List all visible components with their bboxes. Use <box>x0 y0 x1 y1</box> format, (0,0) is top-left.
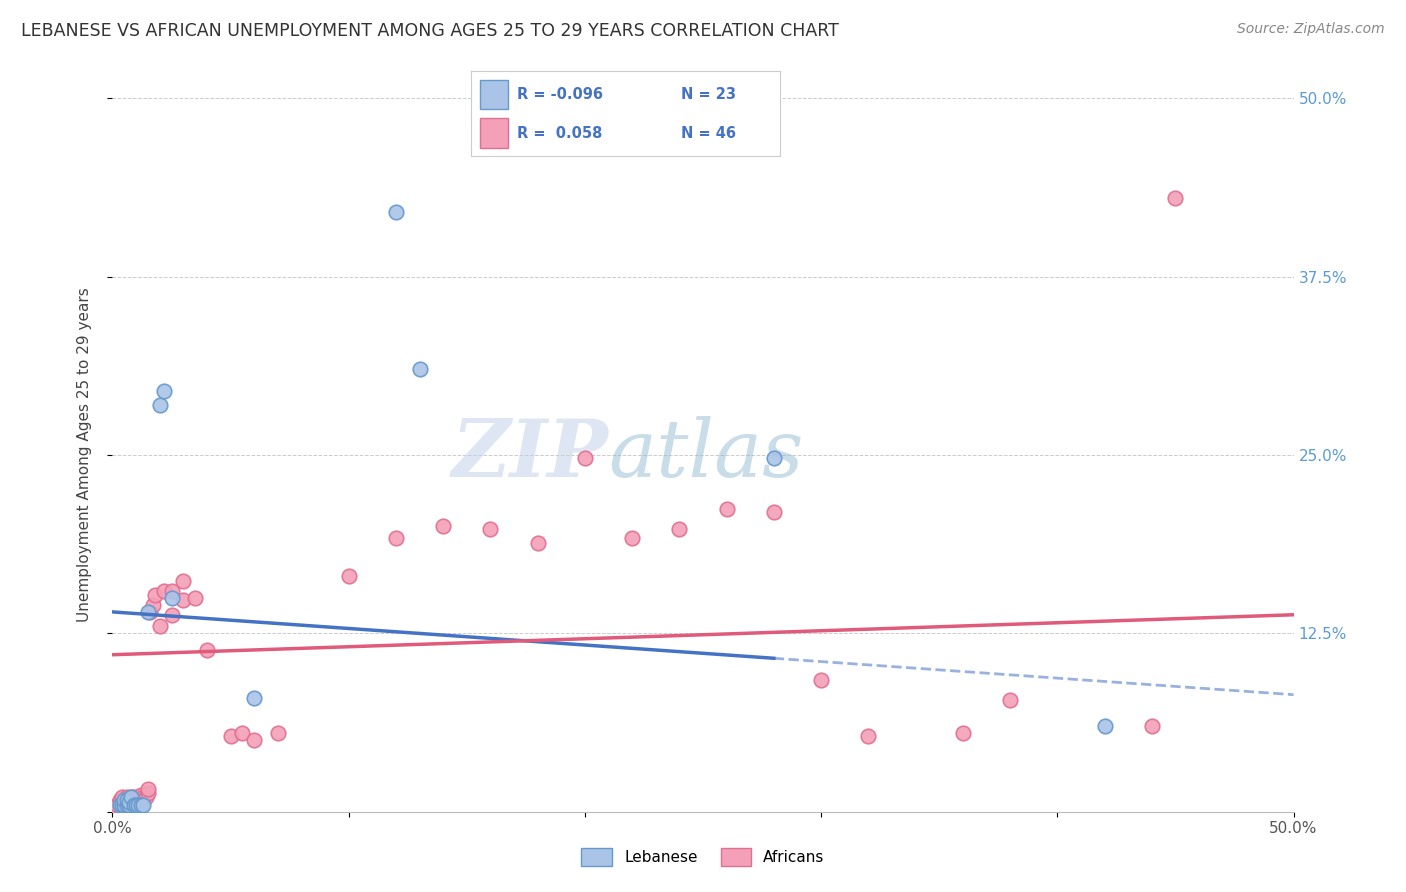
Point <box>122 790 145 805</box>
Point <box>231 726 253 740</box>
Point <box>219 729 242 743</box>
Point <box>115 790 138 805</box>
FancyBboxPatch shape <box>481 118 508 147</box>
Point <box>716 502 738 516</box>
Point <box>118 793 141 807</box>
Point <box>184 591 207 605</box>
Point <box>132 797 155 812</box>
Point <box>153 583 176 598</box>
Point <box>120 790 142 805</box>
Point <box>479 522 502 536</box>
Point <box>136 781 159 796</box>
Point <box>122 797 145 812</box>
Point <box>337 569 360 583</box>
Point <box>998 693 1021 707</box>
Point <box>172 593 194 607</box>
Point <box>115 797 138 812</box>
Point <box>621 531 644 545</box>
Point <box>118 795 141 809</box>
Point <box>108 793 131 807</box>
Point <box>125 797 148 812</box>
Point <box>526 536 548 550</box>
Point <box>127 797 149 812</box>
Point <box>105 797 128 812</box>
Point <box>160 607 183 622</box>
Point <box>149 619 172 633</box>
Point <box>142 598 165 612</box>
Text: R = -0.096: R = -0.096 <box>517 87 603 102</box>
Point <box>136 605 159 619</box>
Point <box>810 673 832 688</box>
Point <box>153 384 176 398</box>
Point <box>858 729 880 743</box>
Legend: Lebanese, Africans: Lebanese, Africans <box>575 842 831 871</box>
Point <box>125 793 148 807</box>
Point <box>267 726 290 740</box>
Point <box>127 790 149 805</box>
Point <box>112 793 135 807</box>
Point <box>1164 191 1187 205</box>
Point <box>668 522 690 536</box>
Text: ZIP: ZIP <box>451 417 609 493</box>
Text: LEBANESE VS AFRICAN UNEMPLOYMENT AMONG AGES 25 TO 29 YEARS CORRELATION CHART: LEBANESE VS AFRICAN UNEMPLOYMENT AMONG A… <box>21 22 839 40</box>
Point <box>129 788 152 802</box>
Point <box>112 797 135 812</box>
Point <box>574 450 596 465</box>
Point <box>762 505 785 519</box>
Point <box>135 790 157 805</box>
Point <box>762 450 785 465</box>
Point <box>1140 719 1163 733</box>
Point <box>129 797 152 812</box>
Point <box>952 726 974 740</box>
Point <box>408 362 430 376</box>
Point <box>120 790 142 805</box>
Point <box>195 643 218 657</box>
Point <box>118 797 141 812</box>
Point <box>243 690 266 705</box>
Point <box>132 790 155 805</box>
Point <box>108 797 131 812</box>
Point <box>160 583 183 598</box>
Text: R =  0.058: R = 0.058 <box>517 126 603 141</box>
Point <box>385 531 408 545</box>
Point <box>172 574 194 588</box>
Point <box>243 733 266 747</box>
Text: atlas: atlas <box>609 417 804 493</box>
Point <box>1094 719 1116 733</box>
Point <box>160 591 183 605</box>
Point <box>112 797 135 812</box>
Point <box>385 205 408 219</box>
Text: N = 46: N = 46 <box>682 126 737 141</box>
Y-axis label: Unemployment Among Ages 25 to 29 years: Unemployment Among Ages 25 to 29 years <box>77 287 91 623</box>
Point <box>115 793 138 807</box>
Point <box>111 790 134 805</box>
Point <box>143 588 166 602</box>
Point <box>136 786 159 800</box>
Point <box>111 797 134 812</box>
Text: N = 23: N = 23 <box>682 87 737 102</box>
FancyBboxPatch shape <box>481 80 508 110</box>
Point <box>149 398 172 412</box>
Point <box>139 605 162 619</box>
Point <box>432 519 454 533</box>
Text: Source: ZipAtlas.com: Source: ZipAtlas.com <box>1237 22 1385 37</box>
